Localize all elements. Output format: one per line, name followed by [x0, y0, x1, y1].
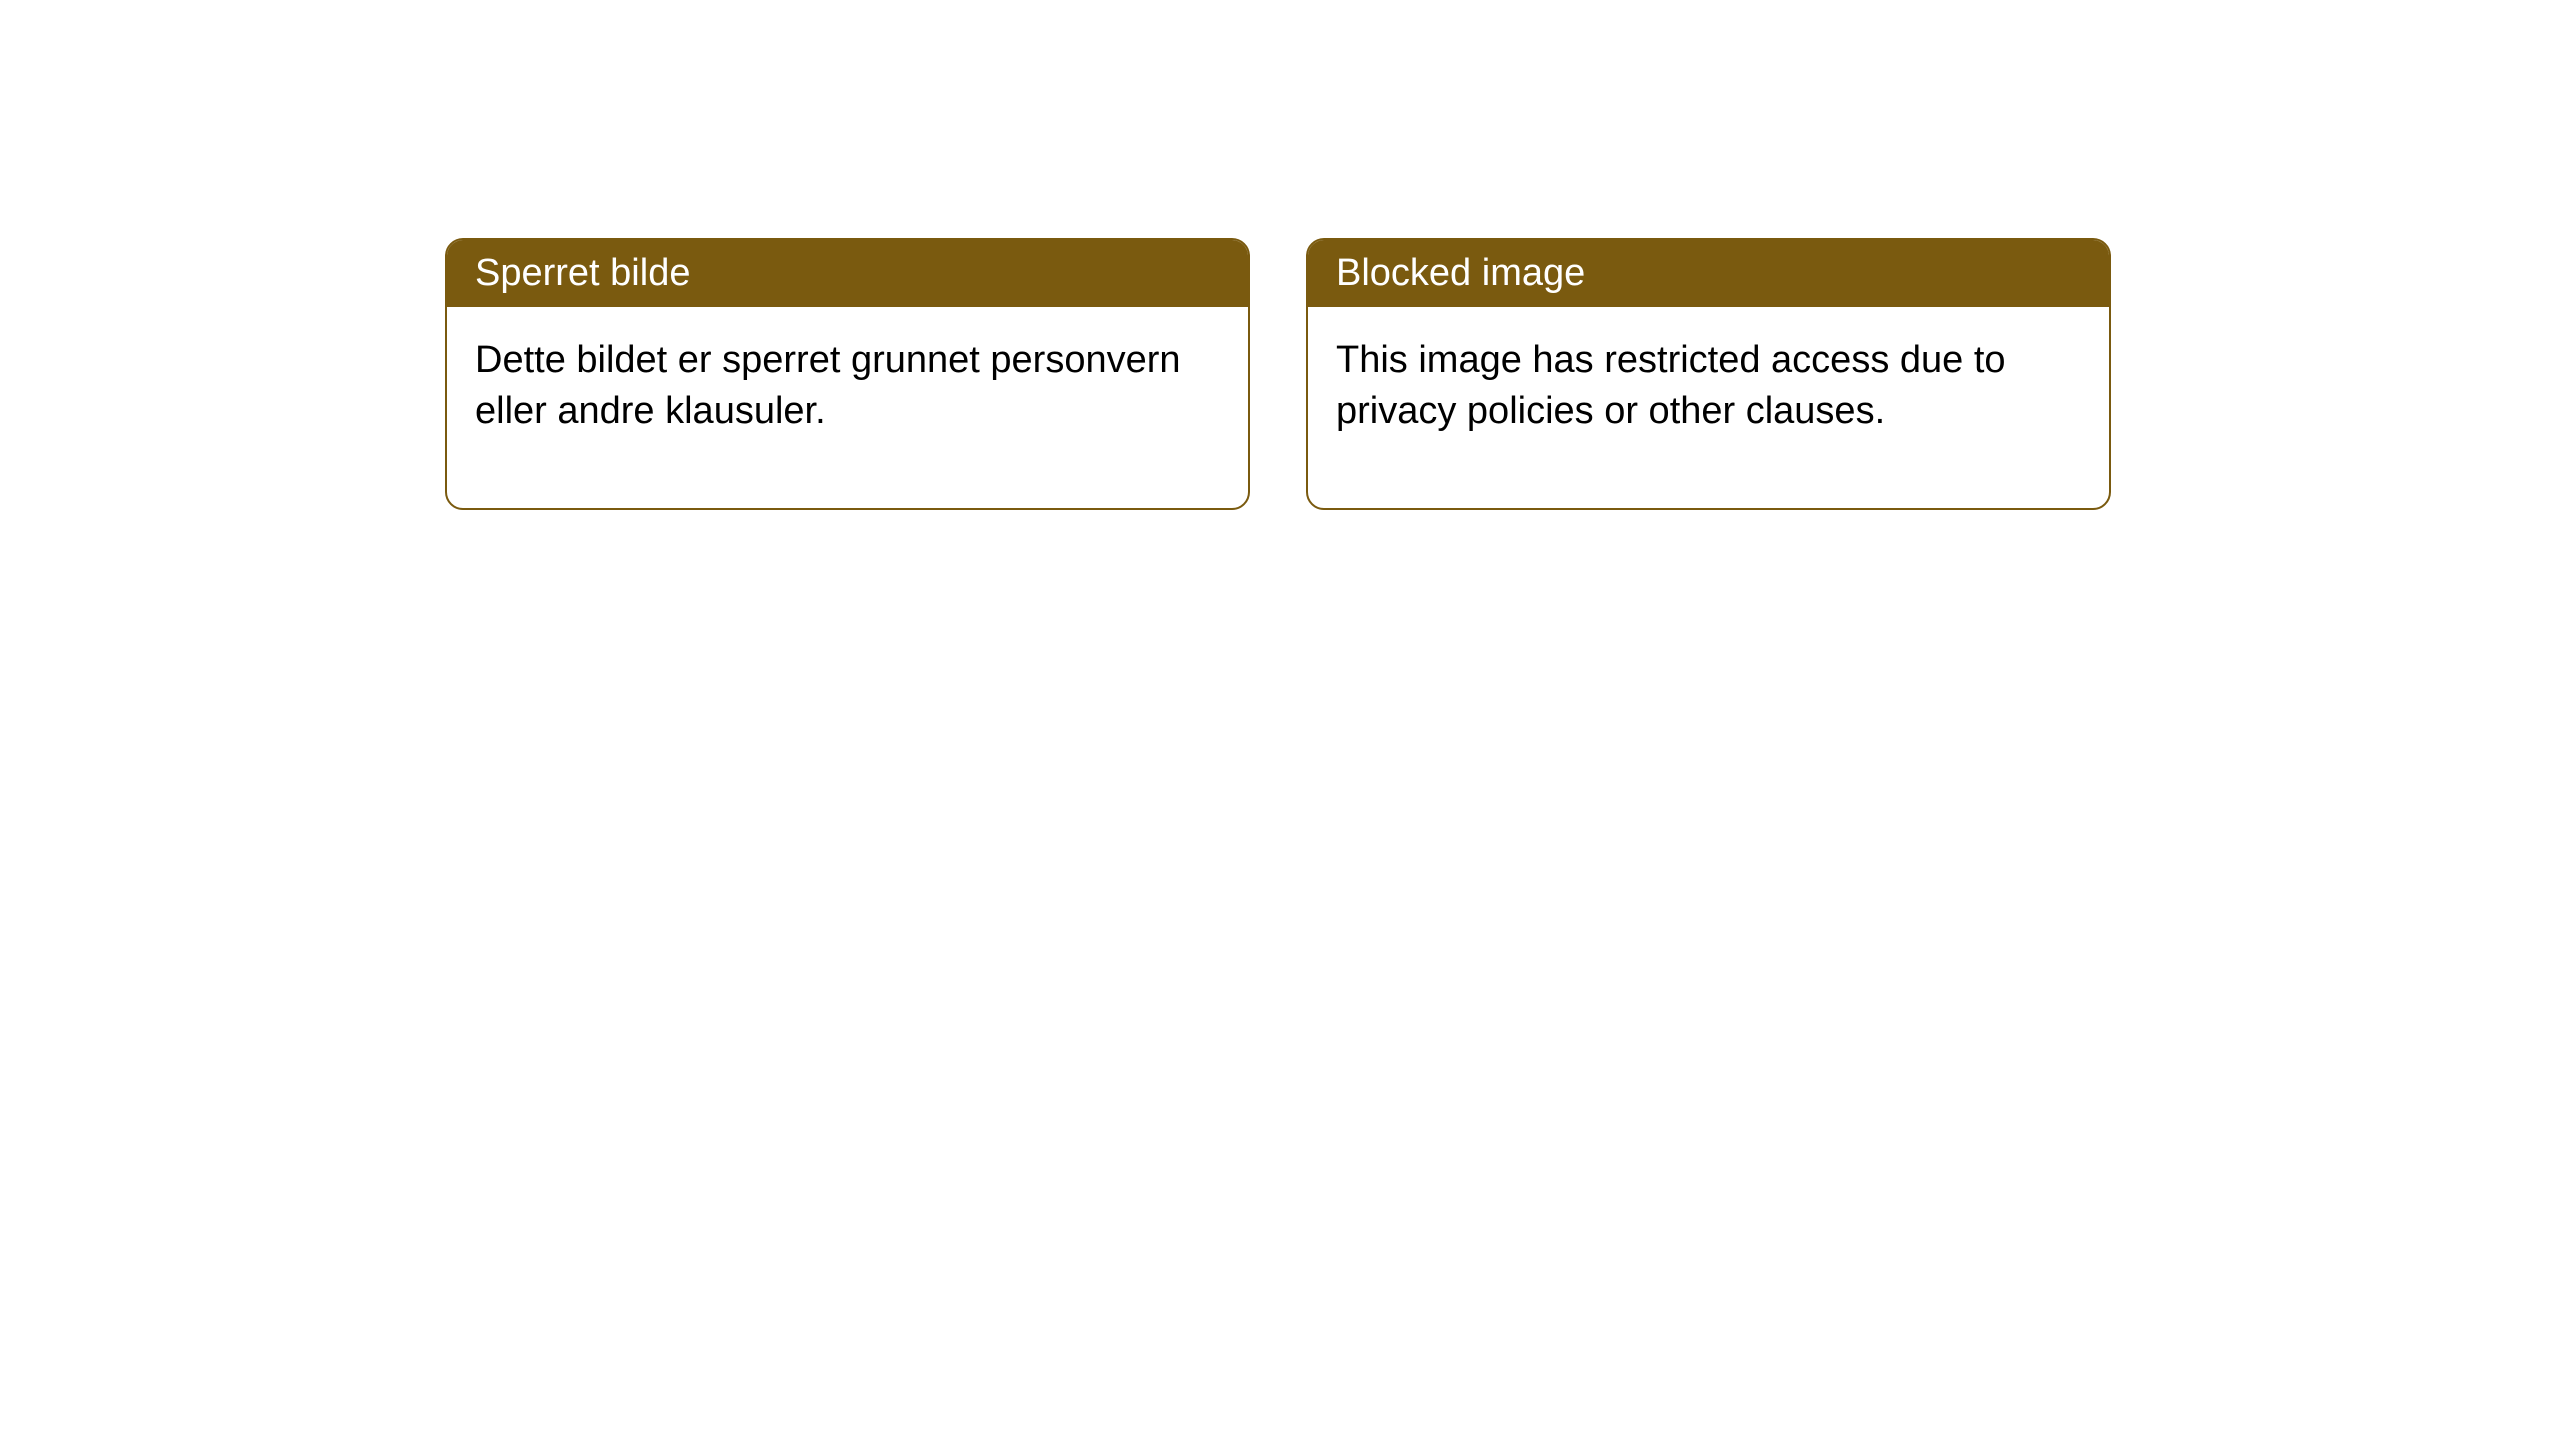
- notice-container: Sperret bilde Dette bildet er sperret gr…: [445, 238, 2111, 510]
- notice-body: This image has restricted access due to …: [1308, 307, 2109, 508]
- notice-card-norwegian: Sperret bilde Dette bildet er sperret gr…: [445, 238, 1250, 510]
- notice-body: Dette bildet er sperret grunnet personve…: [447, 307, 1248, 508]
- notice-header: Sperret bilde: [447, 240, 1248, 307]
- notice-card-english: Blocked image This image has restricted …: [1306, 238, 2111, 510]
- notice-header: Blocked image: [1308, 240, 2109, 307]
